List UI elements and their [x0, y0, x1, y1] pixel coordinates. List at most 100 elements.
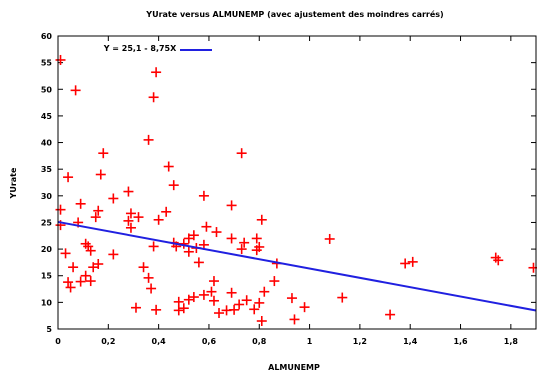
- data-point-15: [226, 200, 237, 211]
- data-point-32: [183, 233, 194, 244]
- x-tick-label-0: 0: [55, 337, 61, 346]
- data-point-77: [173, 296, 184, 307]
- x-tick-label-1: 0,2: [101, 337, 115, 346]
- data-point-76: [259, 286, 270, 297]
- y-tick-label-9: 50: [41, 85, 53, 94]
- data-point-82: [130, 302, 141, 313]
- y-tick-label-0: 5: [46, 325, 52, 334]
- data-point-38: [85, 245, 96, 256]
- data-point-12: [123, 186, 134, 197]
- data-point-51: [236, 244, 247, 255]
- data-point-92: [299, 302, 310, 313]
- data-point-11: [75, 198, 86, 209]
- legend-label: Y = 25,1 - 8,75X: [103, 44, 177, 53]
- data-point-74: [226, 287, 237, 298]
- data-point-28: [211, 227, 222, 238]
- data-point-71: [198, 289, 209, 300]
- data-point-53: [68, 262, 79, 273]
- data-point-68: [269, 276, 280, 287]
- data-points: [55, 54, 537, 327]
- data-point-85: [178, 303, 189, 314]
- data-point-9: [95, 169, 106, 180]
- data-point-30: [188, 230, 199, 241]
- x-tick-label-3: 0,6: [202, 337, 217, 346]
- x-tick-label-9: 1,8: [504, 337, 519, 346]
- data-point-23: [153, 214, 164, 225]
- data-point-80: [286, 293, 297, 304]
- data-point-35: [251, 233, 262, 244]
- data-point-56: [80, 270, 91, 281]
- data-point-61: [493, 255, 504, 266]
- data-point-64: [75, 276, 86, 287]
- plot-area-frame: [57, 35, 537, 330]
- y-tick-label-1: 10: [41, 298, 53, 307]
- data-point-57: [138, 262, 149, 273]
- data-point-10: [168, 180, 179, 191]
- data-point-34: [239, 237, 250, 248]
- data-point-83: [151, 304, 162, 315]
- y-tick-label-5: 30: [41, 192, 53, 201]
- data-point-94: [256, 316, 267, 327]
- y-axis-label: YUrate: [9, 167, 18, 199]
- data-point-63: [63, 277, 74, 288]
- data-point-4: [143, 134, 154, 145]
- data-point-93: [385, 309, 396, 320]
- data-point-79: [208, 295, 219, 306]
- data-point-54: [88, 262, 99, 273]
- data-point-65: [85, 276, 96, 287]
- y-tick-label-7: 40: [41, 139, 53, 148]
- data-point-46: [254, 241, 265, 252]
- data-point-13: [108, 193, 119, 204]
- data-point-90: [249, 304, 260, 315]
- data-point-0: [55, 54, 66, 65]
- data-point-69: [65, 282, 76, 293]
- data-point-21: [133, 212, 144, 223]
- data-point-47: [324, 233, 335, 244]
- x-axis-label: ALMUNEMP: [268, 363, 320, 372]
- data-point-58: [400, 258, 411, 269]
- data-point-2: [151, 67, 162, 78]
- data-point-89: [234, 299, 245, 310]
- data-point-72: [206, 286, 217, 297]
- x-axis-ticks: 0 0,2 0,4 0,6 0,8 1 1,2 1,4 1,6 1,8: [55, 36, 518, 346]
- x-tick-label-2: 0,4: [152, 337, 167, 346]
- data-point-27: [201, 221, 212, 232]
- data-point-81: [337, 292, 348, 303]
- data-point-18: [90, 212, 101, 223]
- data-point-70: [146, 283, 157, 294]
- data-point-49: [183, 246, 194, 257]
- x-tick-label-4: 0,8: [252, 337, 267, 346]
- data-point-50: [193, 257, 204, 268]
- data-point-95: [289, 314, 300, 325]
- x-tick-label-5: 1: [307, 337, 313, 346]
- data-point-44: [60, 248, 71, 259]
- data-point-20: [123, 215, 134, 226]
- data-point-17: [93, 205, 104, 216]
- data-point-5: [98, 148, 109, 159]
- fit-line: [57, 220, 537, 312]
- y-tick-label-6: 35: [41, 165, 53, 174]
- data-point-16: [55, 204, 66, 215]
- x-tick-label-8: 1,6: [453, 337, 468, 346]
- data-point-67: [208, 276, 219, 287]
- y-tick-label-8: 45: [41, 112, 53, 121]
- y-tick-label-2: 15: [41, 272, 53, 281]
- data-point-7: [163, 161, 174, 172]
- data-point-8: [63, 172, 74, 183]
- y-tick-label-11: 60: [41, 32, 53, 41]
- data-point-37: [83, 241, 94, 252]
- data-point-6: [236, 148, 247, 159]
- chart-title: YUrate versus ALMUNEMP (avec ajustement …: [145, 9, 443, 19]
- data-point-91: [254, 297, 265, 308]
- data-point-60: [490, 252, 501, 263]
- data-point-36: [80, 238, 91, 249]
- data-point-22: [161, 206, 172, 217]
- data-point-39: [148, 241, 159, 252]
- data-point-3: [148, 92, 159, 103]
- y-tick-label-3: 20: [41, 245, 53, 254]
- data-point-88: [229, 304, 240, 315]
- data-point-48: [108, 249, 119, 260]
- data-point-33: [226, 233, 237, 244]
